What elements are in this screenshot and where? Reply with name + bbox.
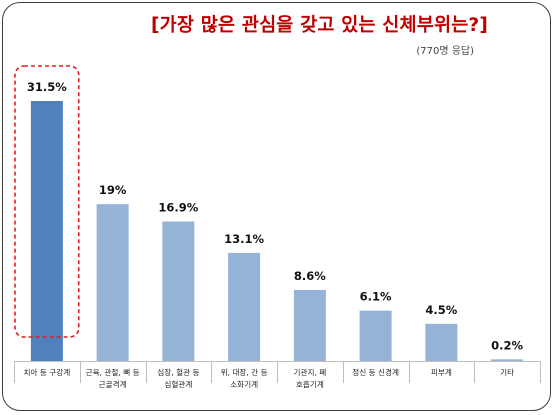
category-label-line: 기타 (500, 368, 514, 377)
category-label-line: 심혈관계 (164, 379, 192, 389)
bar (228, 252, 261, 361)
bar (359, 310, 392, 361)
data-label: 19% (99, 183, 127, 197)
bar (491, 359, 524, 361)
bar (30, 101, 63, 361)
bar (162, 221, 195, 361)
data-label: 31.5% (27, 80, 67, 94)
category-label-line: 심장, 혈관 등 (157, 367, 199, 377)
data-label: 6.1% (360, 290, 392, 304)
category-label: 치아 등 구강계 (24, 367, 71, 377)
category-label-line: 위, 대장, 간 등 (221, 367, 268, 377)
bar (96, 204, 129, 361)
category-label: 정신 등 신경계 (352, 367, 399, 377)
category-label: 기타 (500, 368, 514, 377)
data-label: 8.6% (294, 269, 326, 283)
category-label-line: 피부계 (431, 367, 452, 377)
category-label-line: 소화기계 (230, 379, 258, 389)
bar (293, 290, 326, 361)
category-label: 피부계 (431, 367, 452, 377)
chart-frame: [가장 많은 관심을 갖고 있는 신체부위는?] (770명 응답) (2, 2, 551, 411)
category-label-line: 근육, 관절, 뼈 등 (86, 367, 140, 377)
chart-title: [가장 많은 관심을 갖고 있는 신체부위는?] (151, 15, 488, 36)
category-label-line: 기관지, 폐 (293, 367, 326, 377)
chart-subtitle: (770명 응답) (416, 46, 474, 57)
highlight-box (14, 65, 80, 338)
category-label-line: 치아 등 구강계 (24, 367, 71, 377)
category-label-line: 근골격계 (99, 379, 127, 389)
data-label: 0.2% (491, 338, 523, 352)
data-label: 4.5% (425, 303, 457, 317)
category-label-line: 정신 등 신경계 (352, 367, 399, 377)
data-label: 13.1% (224, 232, 264, 246)
data-label: 16.9% (158, 201, 198, 215)
category-label-line: 호흡기계 (296, 379, 324, 389)
bar (425, 323, 458, 361)
